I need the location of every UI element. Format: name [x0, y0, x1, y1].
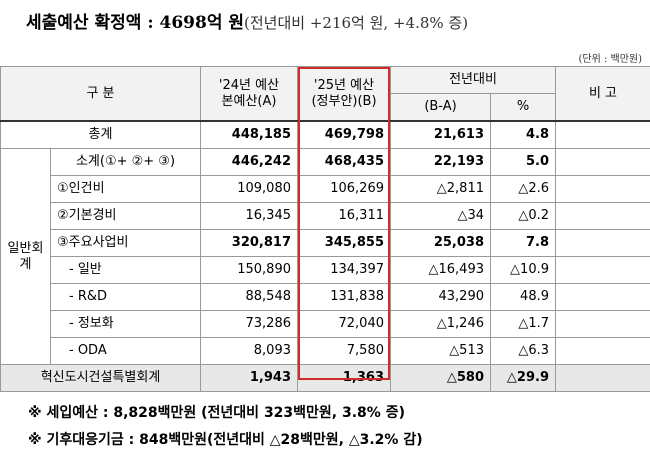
cell-a: 109,080: [201, 176, 298, 203]
cell-b: 106,269: [298, 176, 391, 203]
header-yoy: 전년대비: [391, 67, 556, 94]
cell-note: [556, 284, 650, 311]
cell-b: 468,435: [298, 149, 391, 176]
cell-diff: 21,613: [391, 121, 491, 149]
table-row: 일반회계 소계(①+ ②+ ③) 446,242 468,435 22,193 …: [1, 149, 650, 176]
row-label: - 일반: [51, 257, 201, 284]
row-label: ②기본경비: [51, 203, 201, 230]
header-row: 구 분 '24년 예산 본예산(A) '25년 예산 (정부안)(B) 전년대비…: [1, 67, 650, 94]
cell-a: 88,548: [201, 284, 298, 311]
table-row: 혁신도시건설특별회계 1,943 1,363 △580 △29.9: [1, 365, 650, 392]
header-2024: '24년 예산 본예산(A): [201, 67, 298, 122]
header-category: 구 분: [1, 67, 201, 122]
cell-a: 448,185: [201, 121, 298, 149]
table-row: ①인건비 109,080 106,269 △2,811 △2.6: [1, 176, 650, 203]
row-label: 소계(①+ ②+ ③): [51, 149, 201, 176]
cell-note: [556, 149, 650, 176]
cell-pct: △6.3: [491, 338, 556, 365]
cell-diff: 25,038: [391, 230, 491, 257]
header-diff: (B-A): [391, 94, 491, 122]
cell-diff: △1,246: [391, 311, 491, 338]
cell-diff: △580: [391, 365, 491, 392]
header-2025-line1: '25년 예산: [304, 78, 384, 94]
cell-diff: △16,493: [391, 257, 491, 284]
header-pct: %: [491, 94, 556, 122]
cell-a: 16,345: [201, 203, 298, 230]
cell-b: 345,855: [298, 230, 391, 257]
cell-note: [556, 257, 650, 284]
page-title: 세출예산 확정액 : 4698억 원(전년대비 +216억 원, +4.8% 증…: [26, 8, 468, 33]
cell-diff: △2,811: [391, 176, 491, 203]
table-row: - R&D 88,548 131,838 43,290 48.9: [1, 284, 650, 311]
cell-b: 131,838: [298, 284, 391, 311]
cell-note: [556, 121, 650, 149]
note-revenue: ※ 세입예산 : 8,828백만원 (전년대비 323백만원, 3.8% 증): [28, 400, 423, 427]
cell-b: 469,798: [298, 121, 391, 149]
cell-b: 134,397: [298, 257, 391, 284]
cell-b: 16,311: [298, 203, 391, 230]
cell-a: 1,943: [201, 365, 298, 392]
row-label: - 정보화: [51, 311, 201, 338]
cell-pct: △1.7: [491, 311, 556, 338]
cell-a: 73,286: [201, 311, 298, 338]
group-label: 일반회계: [1, 149, 51, 365]
table-row: - 일반 150,890 134,397 △16,493 △10.9: [1, 257, 650, 284]
cell-a: 446,242: [201, 149, 298, 176]
notes: ※ 세입예산 : 8,828백만원 (전년대비 323백만원, 3.8% 증) …: [28, 400, 423, 454]
cell-diff: △513: [391, 338, 491, 365]
header-2024-line2: 본예산(A): [207, 94, 291, 110]
row-label: 혁신도시건설특별회계: [1, 365, 201, 392]
cell-note: [556, 203, 650, 230]
table-row: 총계 448,185 469,798 21,613 4.8: [1, 121, 650, 149]
header-note: 비 고: [556, 67, 650, 122]
row-label: - ODA: [51, 338, 201, 365]
header-2025-line2: (정부안)(B): [304, 94, 384, 110]
row-label: 총계: [1, 121, 201, 149]
note-climate-fund: ※ 기후대응기금 : 848백만원(전년대비 △28백만원, △3.2% 감): [28, 427, 423, 454]
row-label: - R&D: [51, 284, 201, 311]
cell-pct: △29.9: [491, 365, 556, 392]
cell-note: [556, 365, 650, 392]
cell-note: [556, 338, 650, 365]
cell-note: [556, 176, 650, 203]
cell-a: 320,817: [201, 230, 298, 257]
header-2024-line1: '24년 예산: [207, 78, 291, 94]
cell-note: [556, 311, 650, 338]
budget-table: 구 분 '24년 예산 본예산(A) '25년 예산 (정부안)(B) 전년대비…: [0, 66, 650, 392]
cell-pct: △2.6: [491, 176, 556, 203]
cell-pct: △10.9: [491, 257, 556, 284]
cell-b: 72,040: [298, 311, 391, 338]
cell-pct: △0.2: [491, 203, 556, 230]
cell-diff: △34: [391, 203, 491, 230]
cell-diff: 22,193: [391, 149, 491, 176]
cell-pct: 48.9: [491, 284, 556, 311]
title-main: 세출예산 확정액 : 4698억 원: [26, 13, 244, 33]
table-row: - 정보화 73,286 72,040 △1,246 △1.7: [1, 311, 650, 338]
header-2025: '25년 예산 (정부안)(B): [298, 67, 391, 122]
cell-note: [556, 230, 650, 257]
cell-pct: 5.0: [491, 149, 556, 176]
cell-diff: 43,290: [391, 284, 491, 311]
row-label: ③주요사업비: [51, 230, 201, 257]
cell-b: 1,363: [298, 365, 391, 392]
cell-a: 8,093: [201, 338, 298, 365]
unit-label: (단위 : 백만원): [578, 50, 642, 65]
table-row: - ODA 8,093 7,580 △513 △6.3: [1, 338, 650, 365]
cell-pct: 7.8: [491, 230, 556, 257]
cell-a: 150,890: [201, 257, 298, 284]
title-sub: (전년대비 +216억 원, +4.8% 증): [244, 14, 468, 32]
cell-b: 7,580: [298, 338, 391, 365]
row-label: ①인건비: [51, 176, 201, 203]
table-row: ③주요사업비 320,817 345,855 25,038 7.8: [1, 230, 650, 257]
cell-pct: 4.8: [491, 121, 556, 149]
table-row: ②기본경비 16,345 16,311 △34 △0.2: [1, 203, 650, 230]
